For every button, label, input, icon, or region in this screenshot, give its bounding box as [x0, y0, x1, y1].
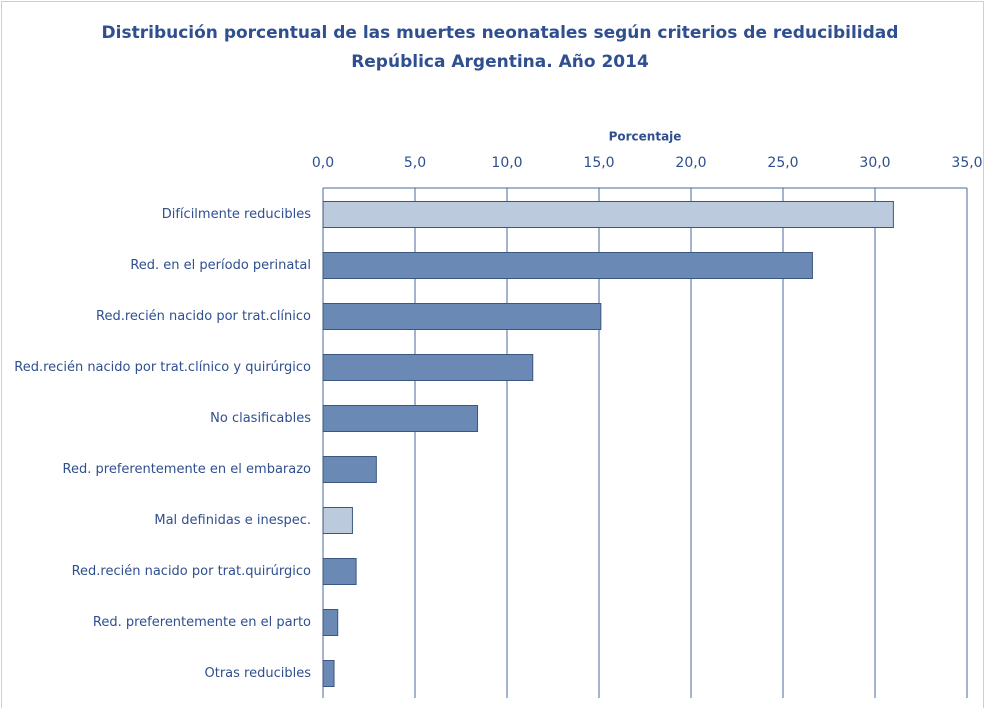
chart-title: Distribución porcentual de las muertes n… — [102, 23, 899, 43]
x-tick-label: 35,0 — [951, 155, 982, 171]
y-tick-label: Otras reducibles — [205, 666, 312, 681]
bar — [322, 609, 339, 636]
chart-subtitle: República Argentina. Año 2014 — [351, 52, 649, 72]
bar — [322, 354, 534, 381]
bar — [322, 303, 602, 330]
x-tick-label: 25,0 — [767, 155, 798, 171]
y-tick-label: Red.recién nacido por trat.quirúrgico — [72, 564, 311, 579]
x-tick-label: 20,0 — [675, 155, 706, 171]
x-tick-label: 30,0 — [859, 155, 890, 171]
y-tick-label: Red.recién nacido por trat.clínico — [96, 309, 311, 324]
x-tick-label: 15,0 — [583, 155, 614, 171]
x-tick-label: 0,0 — [312, 155, 334, 171]
bar — [322, 558, 357, 585]
y-tick-label: Difícilmente reducibles — [162, 207, 311, 222]
bar — [322, 252, 813, 279]
x-axis-title: Porcentaje — [609, 130, 682, 144]
bar — [322, 456, 377, 483]
y-tick-label: Red. preferentemente en el parto — [93, 615, 311, 630]
y-tick-label: Red. preferentemente en el embarazo — [63, 462, 311, 477]
y-tick-label: Red. en el período perinatal — [130, 258, 311, 273]
bar — [322, 507, 353, 534]
bar — [322, 660, 335, 687]
bar — [322, 201, 894, 228]
x-tick-label: 5,0 — [404, 155, 426, 171]
x-tick-label: 10,0 — [491, 155, 522, 171]
y-tick-label: Red.recién nacido por trat.clínico y qui… — [14, 360, 311, 375]
y-tick-label: Mal definidas e inespec. — [154, 513, 311, 528]
bar — [322, 405, 479, 432]
y-tick-label: No clasificables — [210, 411, 311, 426]
